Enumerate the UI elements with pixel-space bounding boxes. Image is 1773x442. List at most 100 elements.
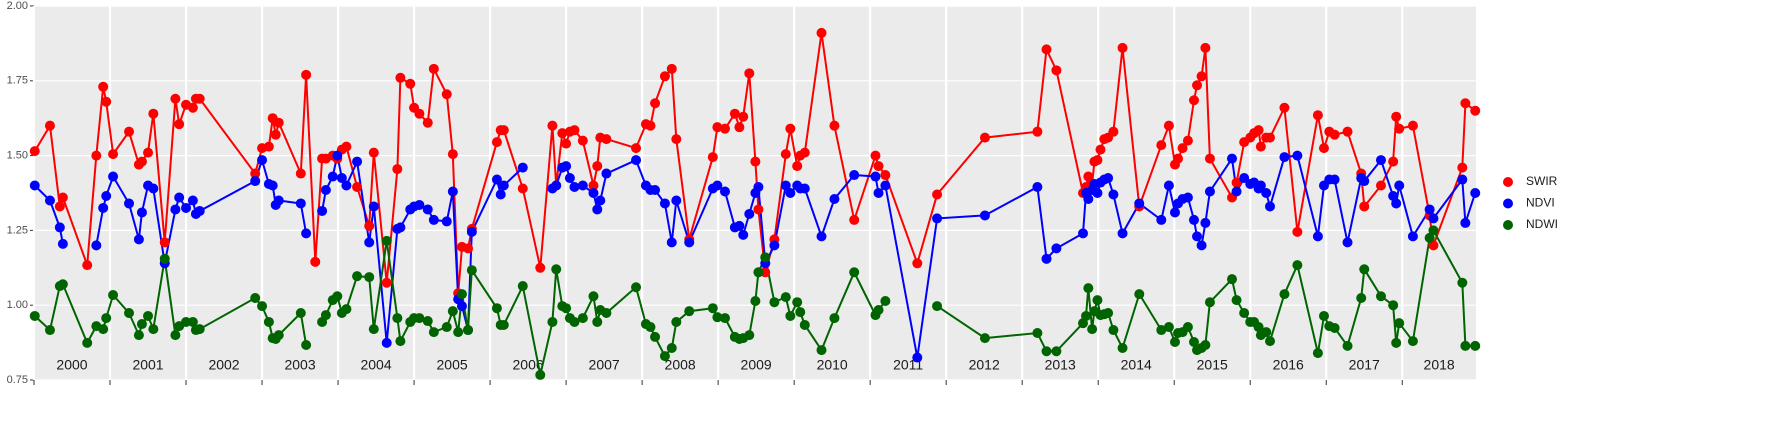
data-point — [712, 180, 723, 191]
data-point — [650, 331, 661, 342]
data-point — [317, 205, 328, 216]
data-point — [753, 204, 764, 215]
data-point — [495, 189, 506, 200]
data-point — [1103, 307, 1114, 318]
data-point — [381, 277, 392, 288]
data-point — [1394, 180, 1405, 191]
data-point — [1051, 243, 1062, 254]
y-tick-label: 1.50 — [7, 150, 28, 162]
data-point — [799, 183, 810, 194]
data-point — [631, 143, 642, 154]
data-point — [1375, 155, 1386, 166]
legend-swatch — [1503, 220, 1513, 230]
data-point — [181, 316, 192, 327]
data-point — [1375, 180, 1386, 191]
data-point — [1188, 337, 1199, 348]
data-point — [588, 188, 599, 198]
data-point — [816, 231, 827, 242]
data-point — [1470, 340, 1481, 351]
data-point — [428, 214, 439, 225]
data-point — [381, 235, 392, 246]
data-point — [1226, 274, 1237, 285]
data-point — [1292, 226, 1303, 237]
data-point — [1391, 198, 1402, 209]
data-point — [170, 93, 181, 104]
data-point — [1359, 201, 1370, 212]
data-point — [829, 313, 840, 324]
data-point — [1292, 150, 1303, 161]
data-point — [133, 330, 144, 341]
data-point — [1424, 232, 1435, 243]
x-tick-label: 2017 — [1349, 357, 1380, 373]
x-tick-label: 2016 — [1273, 357, 1304, 373]
data-point — [310, 256, 321, 267]
data-point — [341, 304, 352, 315]
data-point — [124, 126, 135, 137]
data-point — [561, 138, 572, 149]
data-point — [1255, 180, 1266, 191]
data-point — [671, 195, 682, 206]
data-point — [712, 122, 723, 133]
data-point — [187, 195, 198, 206]
data-point — [1108, 126, 1119, 137]
data-point — [912, 258, 923, 269]
data-point — [1108, 325, 1119, 336]
data-point — [592, 204, 603, 215]
data-point — [44, 195, 55, 206]
data-point — [124, 307, 135, 318]
data-point — [463, 325, 474, 336]
data-point — [1329, 174, 1340, 185]
data-point — [273, 117, 284, 128]
data-point — [1182, 322, 1193, 333]
marks — [29, 27, 1481, 380]
data-point — [1083, 193, 1094, 204]
data-point — [1265, 336, 1275, 347]
x-tick-label: 2010 — [817, 357, 848, 373]
data-point — [1318, 310, 1329, 321]
data-point — [873, 304, 884, 315]
data-point — [1407, 120, 1418, 131]
data-point — [441, 89, 452, 100]
data-point — [769, 240, 780, 251]
data-point — [569, 182, 580, 193]
data-point — [1169, 337, 1180, 348]
data-point — [1200, 217, 1211, 228]
data-point — [1196, 240, 1207, 251]
data-point — [352, 182, 363, 193]
data-point — [1318, 143, 1329, 154]
data-point — [744, 208, 755, 219]
data-point — [795, 307, 806, 318]
data-point — [1095, 144, 1106, 155]
data-point — [1424, 204, 1435, 215]
data-point — [194, 93, 205, 104]
data-point — [332, 291, 343, 302]
data-point — [194, 324, 205, 335]
data-point — [148, 108, 159, 119]
data-point — [738, 229, 749, 240]
data-point — [187, 316, 198, 327]
data-point — [1457, 174, 1468, 185]
data-point — [1163, 120, 1174, 131]
data-point — [631, 282, 642, 293]
data-point — [645, 120, 656, 131]
data-point — [174, 192, 185, 203]
data-point — [719, 123, 730, 134]
data-point — [54, 201, 65, 212]
data-point — [108, 149, 119, 160]
data-point — [1204, 186, 1215, 197]
data-point — [1391, 337, 1402, 348]
data-point — [364, 237, 375, 248]
data-point — [170, 330, 181, 341]
data-point — [1156, 140, 1167, 151]
data-point — [1253, 322, 1264, 333]
data-point — [849, 170, 860, 181]
data-point — [301, 69, 312, 80]
data-point — [368, 324, 379, 335]
data-point — [194, 205, 205, 216]
data-point — [561, 161, 572, 172]
y-tick-label: 0.75 — [7, 374, 28, 386]
data-point — [108, 290, 119, 301]
data-point — [392, 313, 403, 324]
data-point — [1457, 277, 1468, 288]
data-point — [671, 316, 682, 327]
